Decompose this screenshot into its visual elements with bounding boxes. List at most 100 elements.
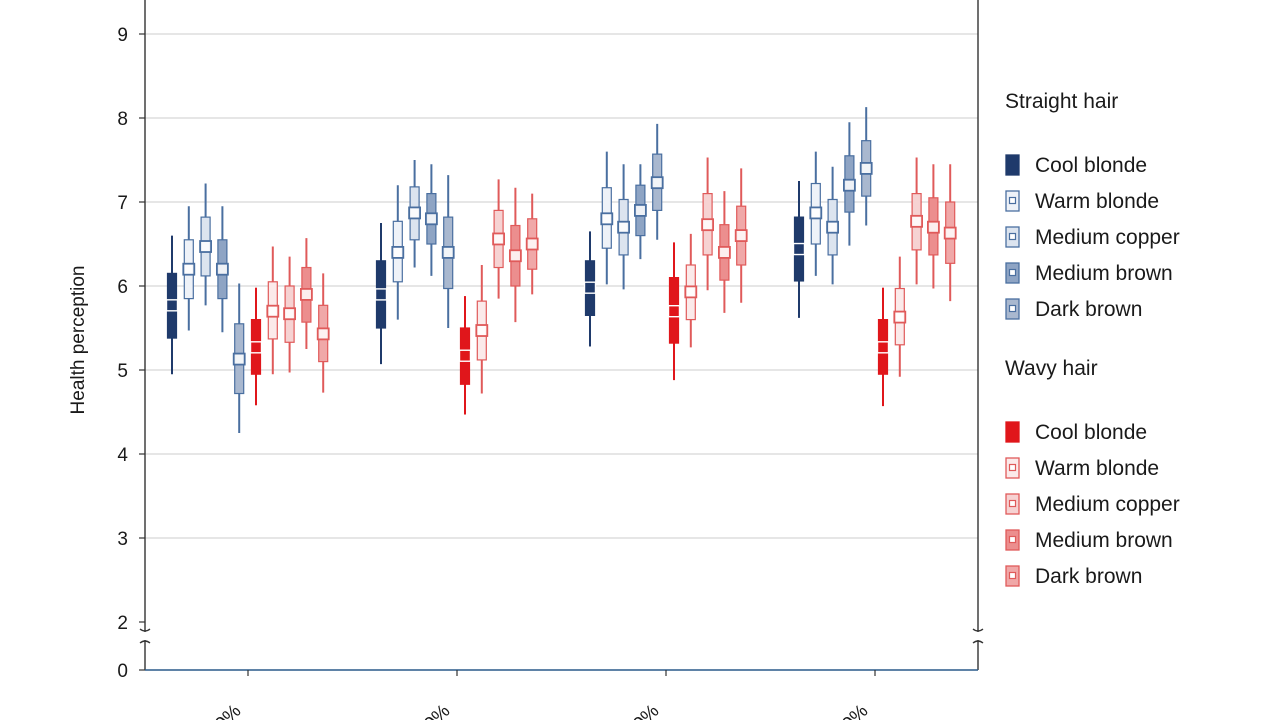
legend-entry: Warm blonde <box>1005 190 1159 213</box>
legend-title: Wavy hair <box>1005 357 1098 380</box>
mean-marker <box>809 206 823 220</box>
box-wavy-dark-brown <box>734 168 748 303</box>
box-wavy-cool-blonde <box>667 242 681 381</box>
box-wavy-warm-blonde <box>475 265 489 394</box>
legend-entry: Cool blonde <box>1005 154 1147 177</box>
mean-marker <box>215 262 229 276</box>
legend-entry: Dark brown <box>1005 565 1142 588</box>
mean-marker <box>232 352 246 366</box>
mean-marker <box>667 305 681 318</box>
mean-marker <box>876 341 890 354</box>
box-wavy-warm-blonde <box>684 233 698 348</box>
y-tick-label: 6 <box>117 277 128 298</box>
axis-break-mark <box>139 628 151 632</box>
box-wavy-cool-blonde <box>458 296 472 415</box>
mean-marker <box>424 212 438 226</box>
mean-marker <box>943 226 957 240</box>
axis-break-mark <box>139 640 151 644</box>
box-straight-warm-blonde <box>809 151 823 276</box>
box-straight-dark-brown <box>441 175 455 328</box>
axis-break-mark <box>972 628 984 632</box>
mean-marker <box>826 220 839 234</box>
legend-entry: Medium copper <box>1005 226 1180 249</box>
mean-marker <box>299 287 313 301</box>
box-wavy-medium-brown <box>508 187 522 323</box>
box-wavy-cool-blonde <box>249 287 263 406</box>
gridlines <box>145 33 978 539</box>
mean-marker <box>843 178 856 192</box>
mean-marker <box>634 203 647 217</box>
box-wavy-medium-copper <box>910 157 923 285</box>
mean-marker <box>165 299 179 312</box>
box-straight-medium-copper <box>408 160 422 268</box>
legend-label: Cool blonde <box>1035 421 1147 444</box>
axes: 0 2 3 4 5 6 7 8 9 40% 60% 80% 100% <box>117 0 984 720</box>
mean-marker <box>583 281 597 294</box>
mean-marker <box>893 310 907 324</box>
mean-marker <box>374 288 388 301</box>
mean-marker <box>199 240 213 253</box>
mean-marker <box>508 249 522 263</box>
box-wavy-medium-brown <box>299 238 313 349</box>
mean-marker <box>617 220 630 234</box>
box-straight-cool-blonde <box>165 235 179 375</box>
legend-swatch-marker <box>1008 535 1017 544</box>
y-tick-label: 5 <box>117 361 128 382</box>
legend-label: Medium copper <box>1035 226 1180 249</box>
legend-label: Dark brown <box>1035 298 1142 321</box>
mean-marker <box>600 212 614 226</box>
box-straight-warm-blonde <box>182 206 196 331</box>
boxplots <box>165 107 957 433</box>
mean-marker <box>684 285 698 299</box>
mean-marker <box>927 220 940 234</box>
mean-marker <box>266 304 280 318</box>
y-tick-label: 0 <box>117 661 128 682</box>
box-straight-dark-brown <box>232 283 246 433</box>
legend-label: Medium brown <box>1035 262 1173 285</box>
mean-marker <box>650 176 664 190</box>
box-wavy-medium-copper <box>701 157 714 291</box>
mean-marker <box>734 229 748 243</box>
legend-swatch <box>1005 154 1020 176</box>
y-tick-label: 9 <box>117 25 128 46</box>
legend-entry: Medium brown <box>1005 529 1173 552</box>
box-straight-warm-blonde <box>600 151 614 285</box>
box-wavy-warm-blonde <box>266 246 280 375</box>
box-straight-medium-brown <box>424 164 438 276</box>
legend-swatch-marker <box>1008 571 1017 580</box>
box-wavy-medium-brown <box>927 164 940 289</box>
legend-swatch-marker <box>1008 304 1017 313</box>
mean-marker <box>391 245 405 259</box>
axis-break-mark <box>972 640 984 644</box>
box-wavy-dark-brown <box>316 273 330 393</box>
legend-swatch <box>1005 421 1020 443</box>
legend-swatch-marker <box>1008 232 1017 241</box>
box-straight-medium-copper <box>826 166 839 285</box>
legend-swatch-marker <box>1008 463 1017 472</box>
box-straight-cool-blonde <box>792 181 806 318</box>
mean-marker <box>408 206 422 220</box>
box-straight-dark-brown <box>859 107 873 226</box>
box-straight-cool-blonde <box>583 231 597 347</box>
mean-marker <box>525 237 539 251</box>
mean-marker <box>458 349 472 362</box>
legend-entry: Cool blonde <box>1005 421 1147 444</box>
x-category-label: 80% <box>622 701 664 720</box>
box-straight-medium-copper <box>199 183 213 306</box>
legend-entry: Medium brown <box>1005 262 1173 285</box>
legend-entry: Dark brown <box>1005 298 1142 321</box>
mean-marker <box>283 307 297 321</box>
box-straight-medium-copper <box>617 164 630 290</box>
y-tick-label: 4 <box>117 445 128 466</box>
box-wavy-medium-copper <box>283 256 297 373</box>
legend-label: Medium brown <box>1035 529 1173 552</box>
box-straight-medium-brown <box>843 122 856 246</box>
y-tick-label: 7 <box>117 193 128 214</box>
box-wavy-dark-brown <box>525 193 539 295</box>
mean-marker <box>492 232 506 246</box>
y-tick-label: 2 <box>117 613 128 634</box>
mean-marker <box>910 214 923 228</box>
box-straight-dark-brown <box>650 123 664 240</box>
legend-swatch-marker <box>1008 268 1017 277</box>
